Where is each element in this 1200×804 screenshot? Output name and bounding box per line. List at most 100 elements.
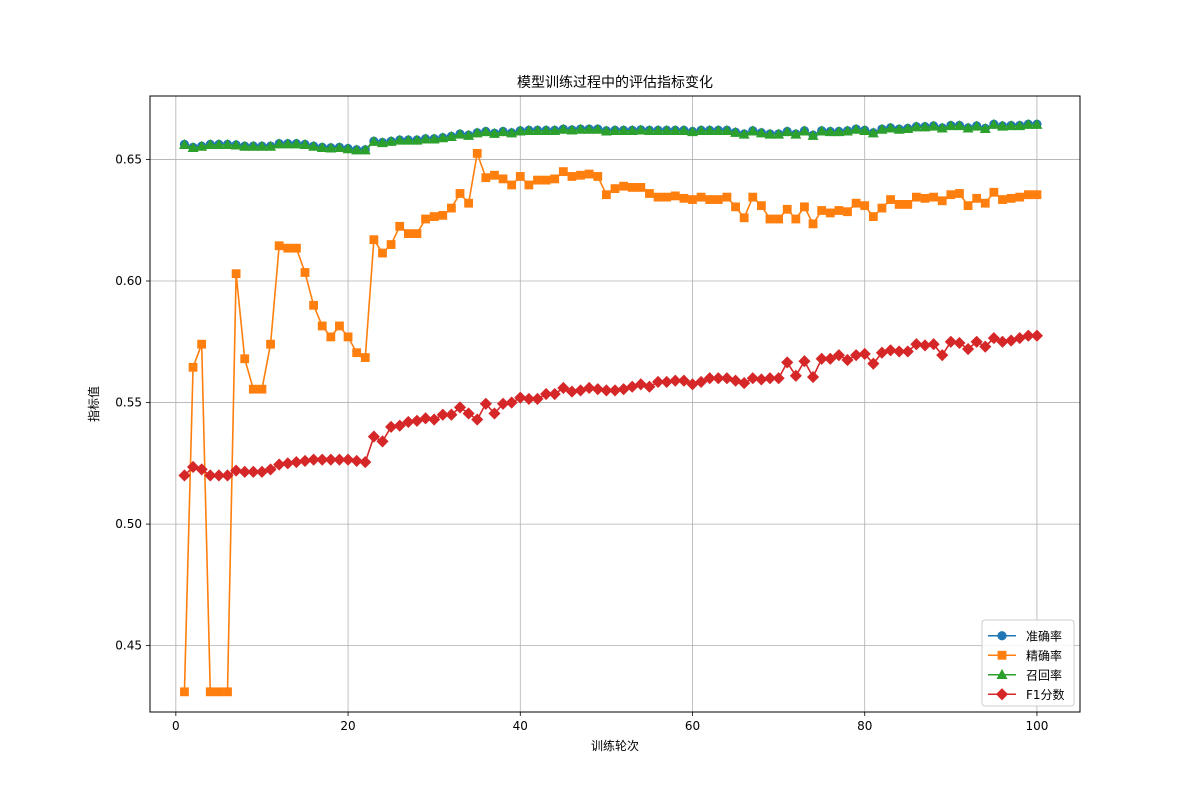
data-point: [480, 126, 492, 137]
data-point: [180, 687, 189, 697]
data-point: [731, 202, 740, 212]
data-point: [1022, 118, 1034, 129]
data-point: [402, 134, 414, 145]
data-point: [1005, 120, 1017, 131]
data-point: [214, 687, 224, 697]
data-point: [781, 356, 794, 369]
y-tick-label: 0.65: [115, 152, 142, 166]
data-point: [186, 460, 200, 474]
data-point: [351, 144, 363, 155]
data-point: [583, 123, 595, 134]
legend-entry: F1分数: [988, 687, 1065, 702]
data-point: [307, 453, 320, 466]
data-point: [774, 214, 784, 224]
x-axis-label: 训练轮次: [591, 738, 639, 753]
data-point: [636, 183, 646, 192]
data-point: [403, 229, 413, 238]
data-point: [961, 342, 975, 356]
data-point: [885, 122, 897, 133]
data-point: [576, 170, 585, 180]
data-point: [386, 240, 396, 249]
data-point: [283, 243, 293, 253]
data-point: [247, 140, 259, 151]
data-point: [764, 128, 776, 139]
data-point: [704, 124, 716, 135]
data-point: [368, 135, 380, 146]
data-point: [868, 212, 878, 221]
data-point: [807, 129, 819, 140]
data-point: [662, 192, 672, 202]
data-point: [815, 352, 828, 365]
data-point: [514, 391, 527, 404]
chart-title: 模型训练过程中的评估指标变化: [517, 75, 713, 91]
data-point: [843, 207, 852, 217]
data-point: [832, 349, 845, 362]
data-point: [223, 687, 232, 697]
y-axis-label: 指标值: [86, 386, 101, 422]
data-point: [445, 408, 458, 421]
data-point: [515, 172, 525, 181]
data-point: [273, 138, 285, 149]
y-tick-label: 0.55: [115, 396, 142, 410]
data-point: [953, 336, 966, 350]
data-point: [989, 187, 999, 197]
data-point: [791, 214, 801, 224]
data-point: [299, 139, 311, 150]
legend-marker: [997, 650, 1007, 660]
data-point: [506, 127, 518, 138]
data-point: [178, 139, 190, 150]
data-point: [548, 387, 561, 401]
data-point: [651, 375, 665, 388]
data-point: [343, 332, 353, 342]
data-point: [221, 469, 234, 482]
data-point: [394, 134, 406, 145]
data-point: [188, 362, 198, 372]
data-point: [970, 335, 983, 348]
data-point: [893, 345, 906, 358]
data-point: [248, 384, 258, 394]
data-point: [678, 124, 690, 135]
data-point: [652, 124, 664, 135]
data-point: [944, 335, 957, 348]
data-point: [816, 125, 828, 136]
data-point: [688, 195, 697, 204]
data-point: [763, 372, 777, 385]
y-tick-label: 0.45: [115, 639, 142, 653]
data-point: [626, 124, 638, 135]
data-point: [204, 469, 217, 482]
series-line: [184, 123, 1037, 152]
data-point: [643, 124, 655, 135]
data-point: [962, 122, 974, 133]
data-point: [979, 122, 991, 134]
data-point: [490, 170, 499, 180]
data-point: [583, 381, 596, 395]
data-point: [670, 191, 680, 201]
data-point: [601, 190, 611, 200]
data-point: [679, 193, 689, 203]
data-point: [806, 370, 820, 384]
data-point: [463, 129, 475, 140]
data-point: [567, 172, 577, 181]
data-point: [609, 124, 621, 135]
data-point: [910, 121, 922, 132]
data-point: [522, 392, 535, 405]
data-point: [488, 127, 500, 138]
series-4: [178, 329, 1044, 482]
data-point: [851, 198, 861, 208]
data-point: [955, 189, 964, 198]
data-point: [507, 180, 517, 190]
data-point: [326, 332, 336, 342]
legend-label: 准确率: [1026, 628, 1062, 643]
data-point: [643, 380, 656, 393]
data-point: [1030, 329, 1044, 342]
data-point: [359, 456, 372, 469]
data-point: [274, 241, 284, 251]
data-point: [411, 134, 423, 145]
x-tick-label: 60: [685, 719, 700, 733]
data-point: [963, 201, 973, 211]
data-point: [712, 124, 724, 135]
data-point: [920, 193, 930, 203]
